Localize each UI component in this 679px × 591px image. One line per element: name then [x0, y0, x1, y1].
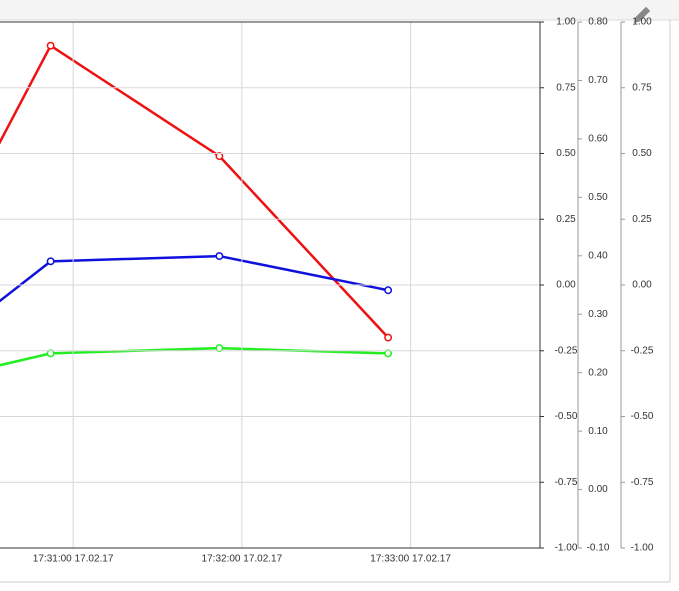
y3-tick-label: 0.50: [632, 148, 652, 159]
series-line: [0, 43, 390, 339]
y-tick-label: 0.25: [556, 214, 576, 225]
y-tick-label: 0.50: [556, 148, 576, 159]
point: [215, 252, 224, 261]
y-tick-label: -0.25: [555, 345, 578, 356]
y3-tick-label: -0.25: [631, 345, 654, 356]
y3-tick-label: -0.75: [631, 477, 654, 488]
x-tick-label: 17:31:00 17.02.17: [33, 554, 114, 565]
series-line: [0, 346, 389, 367]
point: [46, 257, 55, 266]
x-tick-label: 17:33:00 17.02.17: [370, 554, 451, 565]
y-tick-label: -0.75: [555, 477, 578, 488]
top-bar: [0, 0, 679, 20]
point: [46, 349, 55, 358]
series-line: [0, 254, 389, 303]
x-tick-label: 17:32:00 17.02.17: [202, 554, 283, 565]
point: [384, 286, 393, 295]
y3-tick-label: 0.75: [632, 82, 652, 93]
y2-tick-label: 0.70: [588, 75, 608, 86]
point: [215, 344, 224, 353]
y-tick-label: 0.75: [556, 82, 576, 93]
point: [384, 333, 393, 342]
y-tick-label: 1.00: [556, 17, 576, 28]
plot-border: [0, 21, 541, 549]
point: [46, 41, 55, 50]
y2-tick-label: 0.00: [588, 484, 608, 495]
y2-tick-label: 0.20: [588, 367, 608, 378]
y3-tick-label: 0.00: [632, 280, 652, 291]
y2-tick-label: 0.60: [588, 134, 608, 145]
point: [384, 349, 393, 358]
y2-tick-label: 0.30: [588, 309, 608, 320]
y2-tick-label: 0.10: [588, 426, 608, 437]
y2-tick-label: 0.80: [588, 17, 608, 28]
edit-button[interactable]: [632, 6, 651, 25]
y2-tick-label: -0.10: [587, 543, 610, 554]
y3-tick-label: 1.00: [632, 17, 652, 28]
y-tick-label: -0.50: [555, 411, 578, 422]
y-tick-label: -1.00: [555, 543, 578, 554]
y-tick-label: 0.00: [556, 280, 576, 291]
y2-tick-label: 0.40: [588, 250, 608, 261]
y2-tick-label: 0.50: [588, 192, 608, 203]
y3-tick-label: 0.25: [632, 214, 652, 225]
y3-tick-label: -1.00: [631, 543, 654, 554]
y3-tick-label: -0.50: [631, 411, 654, 422]
point: [215, 152, 224, 161]
